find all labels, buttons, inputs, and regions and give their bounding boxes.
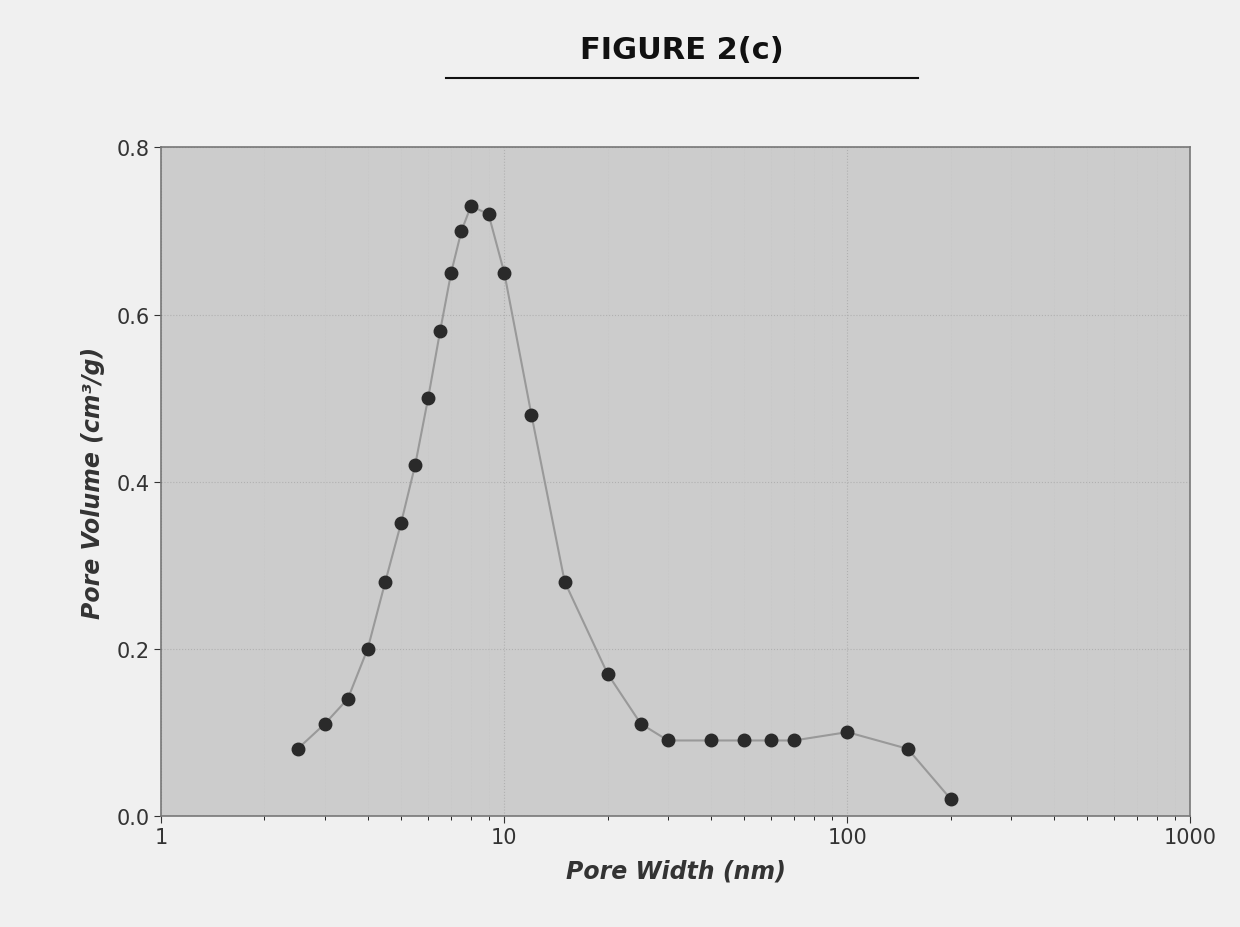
X-axis label: Pore Width (nm): Pore Width (nm) (565, 858, 786, 883)
Y-axis label: Pore Volume (cm³/g): Pore Volume (cm³/g) (81, 346, 105, 618)
Text: FIGURE 2(c): FIGURE 2(c) (580, 36, 784, 65)
